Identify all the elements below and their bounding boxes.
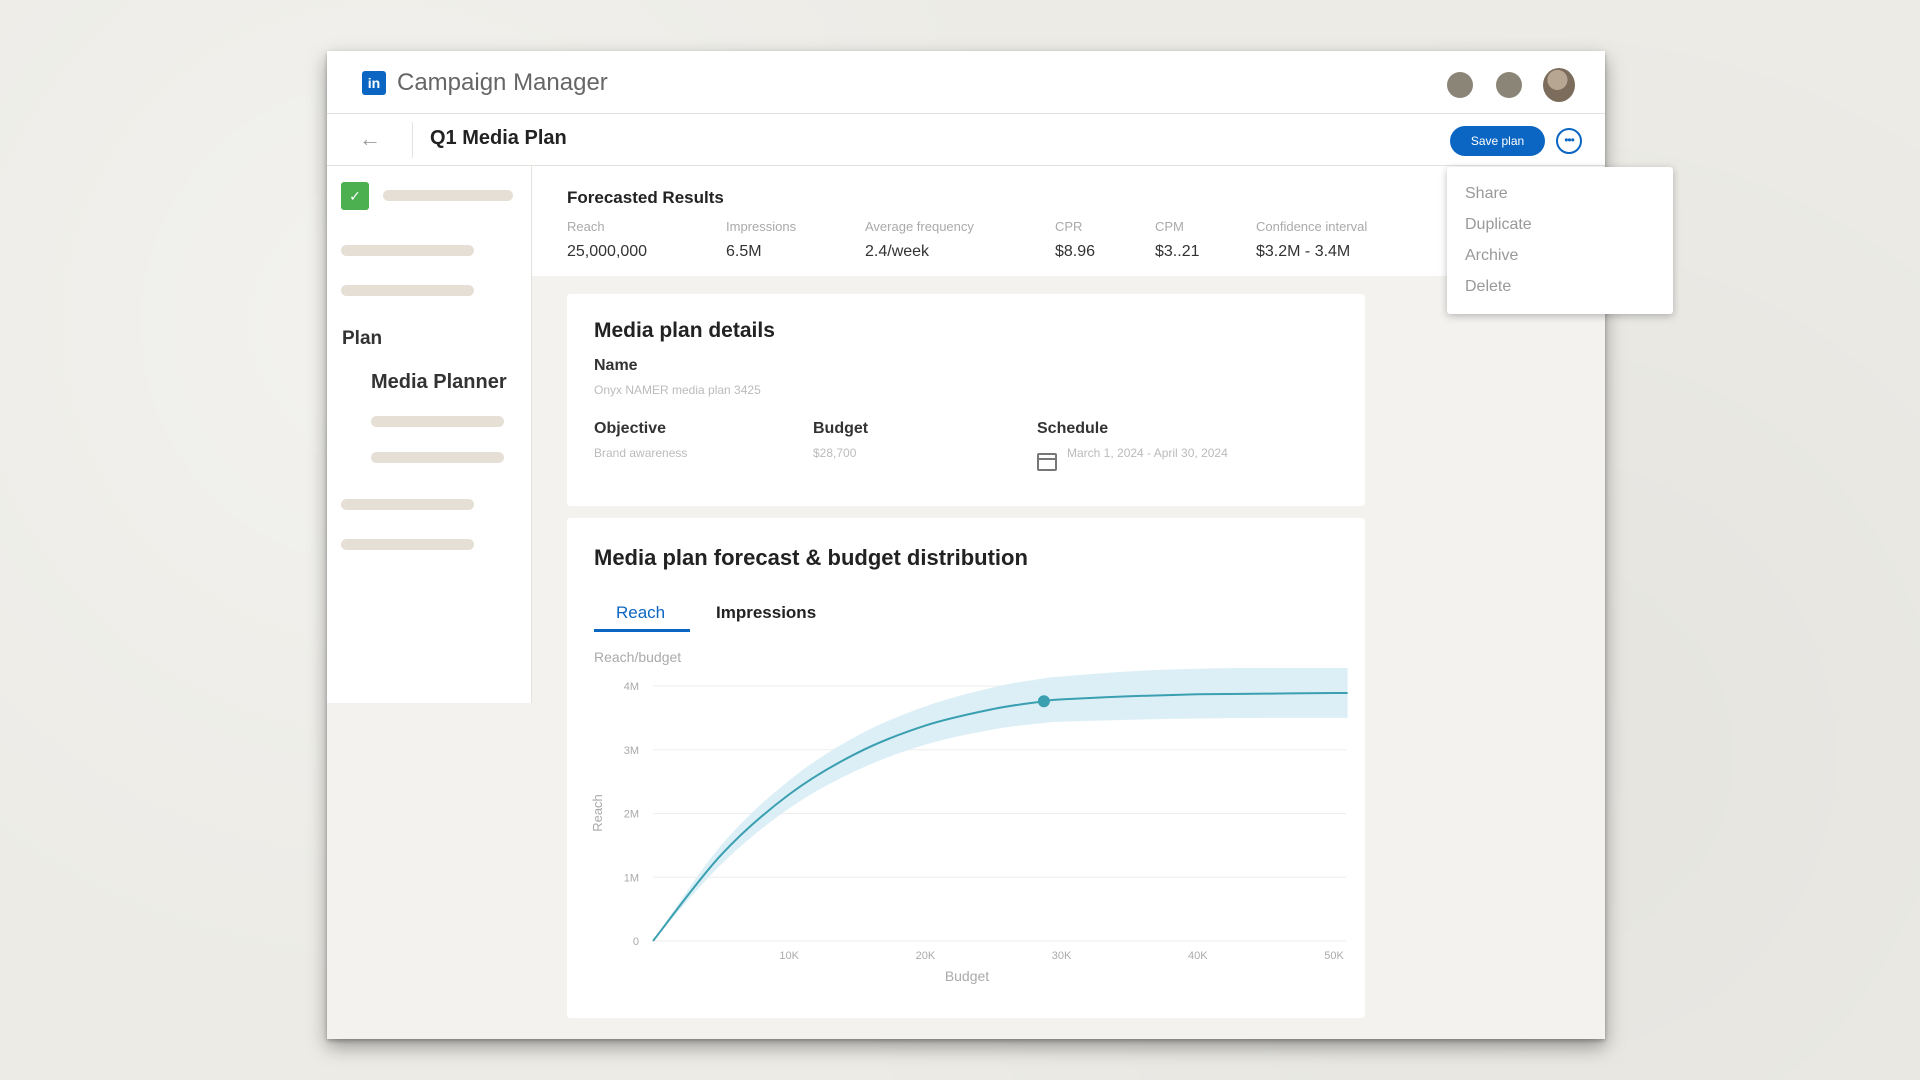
metric-value: $8.96 [1055, 243, 1096, 260]
metric-label: Confidence interval [1256, 219, 1368, 234]
back-arrow-icon[interactable]: ← [359, 126, 381, 151]
confidence-band [653, 668, 1348, 941]
schedule-value[interactable]: March 1, 2024 - April 30, 2024 [1067, 446, 1228, 460]
chart-card-title: Media plan forecast & budget distributio… [594, 545, 1028, 570]
menu-item-delete[interactable]: Delete [1465, 278, 1512, 295]
metric-average-frequency: Average frequency 2.4/week [865, 219, 974, 261]
notification-icon[interactable] [1447, 72, 1473, 98]
sidebar-placeholder [383, 190, 513, 201]
metric-value: 2.4/week [865, 243, 930, 260]
metric-confidence-interval: Confidence interval $3.2M - 3.4M [1256, 219, 1367, 261]
forecasted-results-title: Forecasted Results [567, 188, 724, 207]
objective-label: Objective [594, 420, 667, 437]
chart-title: Reach/budget [594, 649, 682, 665]
linkedin-logo-icon: in [362, 71, 386, 95]
metric-label: Impressions [726, 219, 797, 234]
forecast-chart-card: Media plan forecast & budget distributio… [567, 518, 1365, 1018]
metric-cpr: CPR $8.96 [1055, 219, 1095, 261]
metric-label: Reach [567, 219, 605, 234]
budget-label: Budget [813, 420, 869, 437]
metric-value: $3..21 [1155, 243, 1200, 260]
menu-item-archive[interactable]: Archive [1465, 247, 1519, 264]
budget-point-marker [1037, 695, 1050, 708]
sidebar-placeholder [341, 499, 474, 510]
metric-impressions: Impressions 6.5M [726, 219, 796, 261]
sidebar-placeholder [341, 285, 474, 296]
tab-reach[interactable]: Reach [616, 603, 666, 622]
more-options-menu: Share Duplicate Archive Delete [1447, 167, 1673, 314]
metric-label: CPM [1155, 219, 1184, 234]
x-tick-label: 20K [916, 950, 936, 962]
menu-item-share[interactable]: Share [1465, 185, 1508, 202]
app-window: in Campaign Manager ← Q1 Media Plan Save… [327, 51, 1673, 1039]
y-tick-label: 0 [633, 936, 639, 948]
y-tick-label: 3M [624, 745, 639, 757]
x-tick-label: 30K [1052, 950, 1072, 962]
metric-reach: Reach 25,000,000 [567, 219, 647, 261]
x-tick-label: 40K [1188, 950, 1208, 962]
save-plan-button[interactable]: Save plan [1450, 126, 1545, 156]
reach-budget-chart: 0 1M 2M 3M 4M 10K 20K 30K 40K 50K Budget Reach [590, 668, 1348, 984]
x-axis-label: Budget [945, 968, 989, 984]
metric-value: 25,000,000 [567, 243, 648, 260]
name-label: Name [594, 357, 638, 374]
page-title: Q1 Media Plan [430, 127, 567, 149]
name-value[interactable]: Onyx NAMER media plan 3425 [594, 383, 761, 397]
app-title: Campaign Manager [397, 69, 608, 96]
objective-value[interactable]: Brand awareness [594, 446, 688, 460]
more-options-icon[interactable]: ••• [1556, 128, 1582, 154]
metric-cpm: CPM $3..21 [1155, 219, 1199, 261]
details-title: Media plan details [594, 319, 775, 342]
active-tab-indicator [594, 629, 690, 632]
divider [412, 122, 413, 158]
budget-value[interactable]: $28,700 [813, 446, 857, 460]
sidebar: ✓ Plan Media Planner [327, 166, 532, 703]
user-avatar[interactable] [1543, 68, 1575, 102]
menu-item-duplicate[interactable]: Duplicate [1465, 216, 1532, 233]
y-axis-label: Reach [590, 794, 605, 832]
y-tick-label: 2M [624, 809, 639, 821]
help-icon[interactable] [1496, 72, 1522, 98]
campaign-icon: ✓ [341, 182, 369, 210]
schedule-label: Schedule [1037, 420, 1109, 437]
plan-header-bar: ← Q1 Media Plan Save plan ••• [327, 114, 1605, 166]
top-navigation-bar: in Campaign Manager [327, 51, 1605, 114]
metric-value: $3.2M - 3.4M [1256, 243, 1351, 260]
tab-impressions[interactable]: Impressions [716, 603, 817, 622]
calendar-icon[interactable] [1037, 453, 1057, 471]
metric-value: 6.5M [726, 243, 762, 260]
y-tick-label: 1M [624, 872, 639, 884]
sidebar-item-media-planner[interactable]: Media Planner [371, 371, 507, 393]
media-plan-details-card: Media plan details Name Onyx NAMER media… [567, 294, 1365, 506]
sidebar-placeholder [371, 416, 504, 427]
metric-label: CPR [1055, 219, 1083, 234]
y-tick-label: 4M [624, 681, 639, 693]
sidebar-placeholder [341, 245, 474, 256]
x-tick-label: 50K [1324, 950, 1344, 962]
forecasted-results-panel: Forecasted Results Reach 25,000,000 Impr… [532, 166, 1605, 276]
sidebar-placeholder [371, 452, 504, 463]
metric-label: Average frequency [865, 219, 974, 234]
x-tick-label: 10K [779, 950, 799, 962]
sidebar-placeholder [341, 539, 474, 550]
sidebar-item-plan[interactable]: Plan [342, 328, 383, 349]
